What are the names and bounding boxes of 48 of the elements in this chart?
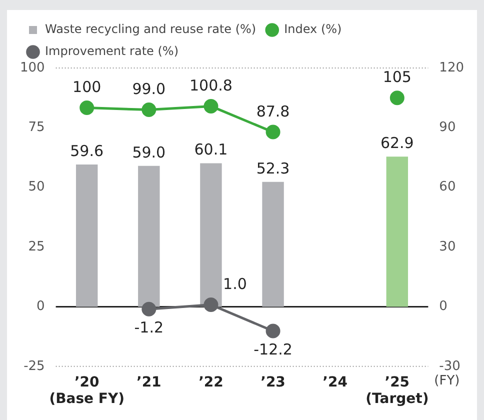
- bar: [200, 163, 222, 307]
- bar: [262, 182, 284, 307]
- point: [266, 124, 280, 140]
- data-label: 87.8: [256, 102, 290, 120]
- data-label: -1.2: [134, 318, 164, 336]
- x-tick-label: ’20 (Base FY): [49, 374, 125, 408]
- data-label: -12.2: [254, 340, 292, 358]
- point: [204, 98, 218, 114]
- x-tick-label: ’24: [322, 374, 348, 390]
- x-tick-label: ’21: [136, 374, 162, 390]
- point: [390, 90, 404, 106]
- y2-tick-label: 0: [439, 299, 448, 314]
- point: [266, 324, 280, 338]
- point: [204, 297, 218, 312]
- y-tick-label: 100: [20, 60, 45, 76]
- legend-label: Waste recycling and reuse rate (%): [45, 22, 256, 36]
- data-label: 62.9: [380, 134, 414, 152]
- bar: [386, 156, 408, 307]
- x-tick-label: ’22: [198, 374, 224, 390]
- y-tick-label: 50: [28, 180, 45, 195]
- data-label: 105: [382, 68, 412, 86]
- x-tick-label: ’25 (Target): [366, 374, 429, 408]
- legend-label: Index (%): [284, 22, 342, 36]
- y-tick-label: 75: [28, 120, 45, 136]
- data-label: 100.8: [189, 76, 232, 95]
- data-label: 59.6: [70, 142, 104, 160]
- legend-label: Improvement rate (%): [45, 44, 178, 58]
- y2-tick-label: 60: [439, 180, 456, 195]
- y2-tick-label: 120: [439, 60, 464, 76]
- y2-tick-label: -30: [439, 358, 460, 374]
- data-label: 100: [72, 78, 102, 96]
- y-tick-label: 0: [36, 299, 45, 314]
- point: [80, 100, 94, 116]
- x-tick-label: ’23: [260, 374, 286, 390]
- data-label: 59.0: [132, 143, 166, 162]
- bar: [138, 166, 160, 307]
- y2-tick-label: 30: [439, 239, 456, 254]
- point: [142, 102, 156, 118]
- point: [142, 302, 156, 316]
- y2-tick-label: 90: [439, 120, 456, 136]
- y-tick-label: -25: [24, 358, 45, 374]
- data-label: 60.1: [194, 140, 228, 159]
- data-label: 1.0: [223, 275, 247, 294]
- data-label: 99.0: [132, 80, 166, 98]
- y-tick-label: 25: [28, 239, 45, 254]
- bar: [76, 164, 98, 307]
- x-axis-title: (FY): [434, 373, 460, 388]
- data-label: 52.3: [256, 159, 290, 178]
